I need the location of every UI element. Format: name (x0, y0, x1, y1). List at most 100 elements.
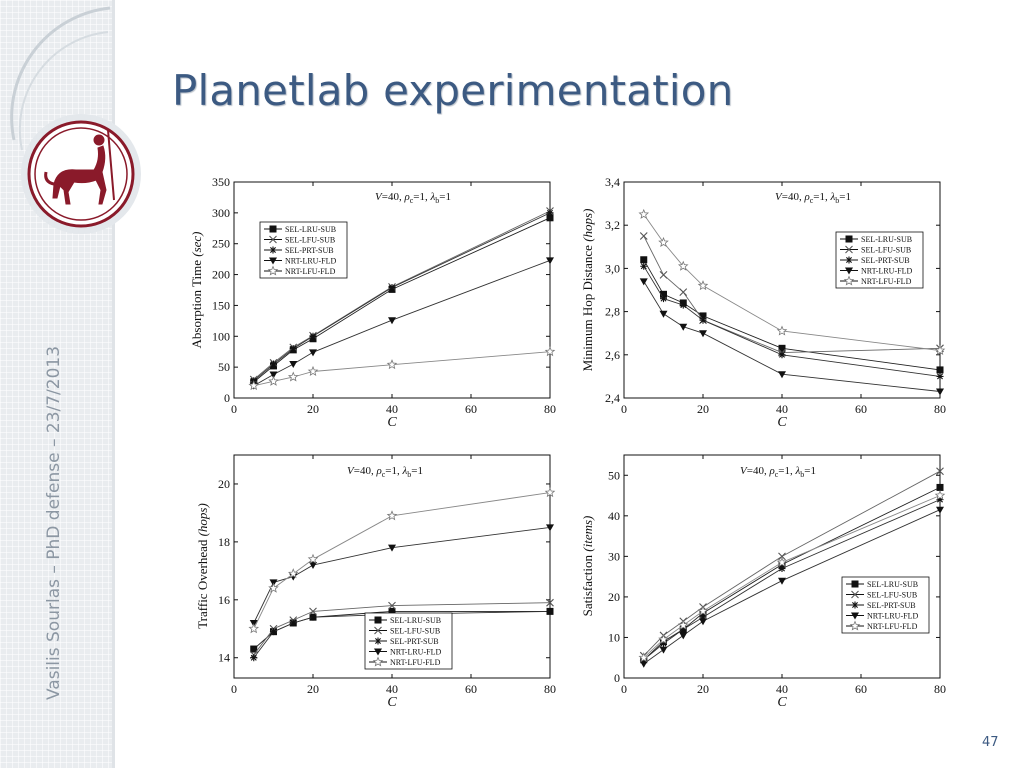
plus-star-marker (936, 372, 944, 380)
x-tick-label: 40 (386, 682, 398, 696)
plus-star-marker (546, 209, 554, 217)
filled-triangle-down-marker (659, 646, 668, 654)
x-tick-label: 40 (776, 682, 788, 696)
filled-square-marker (699, 312, 707, 320)
plus-star-marker (699, 316, 707, 324)
y-tick-label: 100 (212, 329, 230, 343)
plus-star-marker (309, 613, 317, 621)
plot-frame (623, 181, 941, 399)
y-tick-label: 50 (218, 360, 230, 374)
hollow-star-marker (287, 371, 299, 382)
filled-square-marker (936, 366, 944, 374)
hollow-star-marker (372, 656, 384, 667)
plus-star-marker (269, 246, 277, 254)
y-tick-label: 20 (608, 590, 620, 604)
plus-star-marker (845, 256, 853, 264)
y-tick-label: 0 (614, 671, 620, 685)
hollow-star-marker (544, 346, 556, 357)
filled-triangle-down-marker (936, 388, 944, 396)
y-tick-label: 40 (608, 509, 620, 523)
y-tick-label: 20 (218, 477, 230, 491)
chart-title: V=40, ρc=1, λb=1 (375, 191, 451, 205)
x-tick-label: 0 (621, 402, 627, 416)
legend-label-sel-lfu-sub: SEL-LFU-SUB (285, 236, 335, 245)
legend-label-nrt-lfu-fld: NRT-LFU-FLD (390, 658, 441, 667)
chart-plot-area: 0 20 40 60 80 14 16 18 20 SEL-LRU-SUB SEL-LFU-SUBS… (218, 454, 556, 696)
filled-triangle-down-marker (778, 371, 786, 379)
centaur-seal-icon (44, 129, 115, 205)
y-tick-label: 50 (608, 468, 620, 482)
y-tick-label: 150 (212, 298, 230, 312)
filled-triangle-down-marker (388, 544, 396, 552)
filled-triangle-down-marker (309, 562, 317, 570)
plus-star-marker (679, 625, 687, 633)
chart-minimum-hop-distance: 0 20 40 60 802,42,62,83,03,23,4SEL-LRU-SUBSE… (580, 175, 946, 430)
series-line-nrt-lfu-fld (643, 495, 941, 659)
x-cross-marker (269, 235, 277, 244)
x-axis-label: C (387, 415, 397, 430)
plus-star-marker (936, 496, 944, 504)
filled-triangle-down-marker (269, 371, 278, 379)
legend-label-sel-lru-sub: SEL-LRU-SUB (285, 225, 336, 234)
x-tick-label: 20 (697, 402, 709, 416)
y-tick-label: 3,2 (605, 218, 620, 232)
y-tick-label: 2,8 (605, 305, 620, 319)
legend-label-sel-lfu-sub: SEL-LFU-SUB (390, 627, 440, 636)
y-tick-label: 14 (218, 651, 230, 665)
filled-triangle-down-marker (546, 257, 554, 265)
series-line-nrt-lfu-fld (253, 492, 551, 629)
x-tick-label: 80 (934, 682, 946, 696)
plus-star-marker (388, 284, 396, 292)
x-tick-label: 60 (855, 402, 867, 416)
filled-triangle-down-marker (699, 618, 707, 626)
x-cross-marker (679, 288, 688, 297)
sidebar-divider (112, 0, 115, 768)
filled-square-marker (269, 225, 277, 233)
filled-triangle-down-marker (845, 267, 853, 275)
filled-square-marker (845, 235, 853, 243)
x-axis-label: C (387, 695, 397, 710)
y-tick-label: 0 (224, 391, 230, 405)
hollow-star-marker (677, 260, 689, 271)
hollow-star-marker (248, 380, 260, 391)
hollow-star-marker (697, 605, 709, 616)
filled-triangle-down-marker (851, 612, 859, 620)
plus-star-marker (660, 295, 667, 303)
legend-label-sel-prt-sub: SEL-PRT-SUB (285, 246, 334, 255)
x-tick-label: 40 (386, 402, 398, 416)
hollow-star-marker (386, 359, 398, 370)
legend-label-nrt-lru-fld: NRT-LRU-FLD (867, 612, 918, 621)
series-line-nrt-lru-fld (253, 526, 551, 624)
x-tick-label: 20 (307, 682, 319, 696)
plus-star-marker (778, 351, 786, 359)
hollow-star-marker (268, 375, 279, 386)
filled-square-marker (778, 344, 786, 352)
logo-arc-outer (10, 6, 111, 141)
series-line-sel-prt-sub (643, 499, 941, 661)
chart-plot-area: 0 20 40 60 80 0 10 20 30 40 50 SEL-LRU-SUB SEL-LFU-S… (608, 454, 946, 696)
series-line-nrt-lru-fld (643, 281, 941, 392)
legend-label-nrt-lru-fld: NRT-LRU-FLD (390, 648, 441, 657)
legend-label-nrt-lfu-fld: NRT-LFU-FLD (285, 267, 336, 276)
legend-label-nrt-lru-fld: NRT-LRU-FLD (285, 257, 336, 266)
university-logo (10, 6, 141, 234)
filled-triangle-down-marker (699, 330, 707, 338)
filled-triangle-down-marker (639, 660, 648, 668)
y-tick-label: 3,0 (605, 261, 620, 275)
hollow-star-marker (658, 633, 669, 644)
y-tick-label: 300 (212, 206, 230, 220)
x-cross-marker (845, 245, 853, 254)
filled-triangle-down-marker (659, 310, 668, 318)
x-tick-label: 0 (231, 682, 237, 696)
filled-triangle-down-marker (309, 349, 317, 357)
plus-star-marker (374, 637, 382, 645)
legend-label-sel-prt-sub: SEL-PRT-SUB (861, 256, 910, 265)
hollow-star-marker (307, 365, 319, 376)
hollow-star-marker (697, 280, 709, 291)
x-tick-label: 80 (544, 402, 556, 416)
y-axis-label: Absorption Time (sec) (189, 231, 204, 348)
page-number: 47 (982, 735, 999, 750)
x-cross-marker (309, 607, 317, 616)
x-tick-label: 80 (544, 682, 556, 696)
